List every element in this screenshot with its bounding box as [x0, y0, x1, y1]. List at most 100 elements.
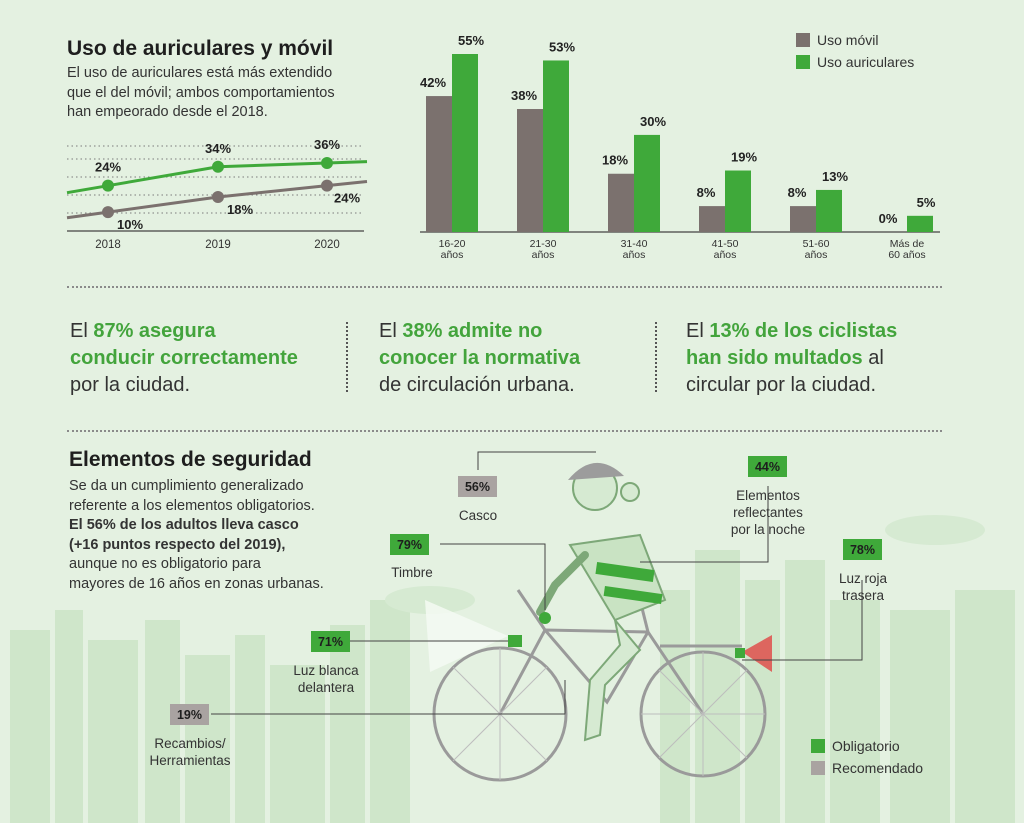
bar-data-label: 55% [458, 33, 484, 48]
bar-data-label: 0% [879, 211, 898, 226]
front-light-badge: 71% [311, 631, 350, 652]
line-point [321, 157, 333, 169]
bar [426, 96, 452, 232]
bell-badge: 79% [390, 534, 429, 555]
bike-frame [498, 628, 705, 715]
stat-highlight: conocer la normativa [379, 347, 581, 369]
stat-highlight: 38% admite no [402, 320, 543, 342]
bar [790, 206, 816, 232]
label-line: por la noche [730, 522, 806, 537]
stat-divider [346, 322, 348, 392]
legend-item-mandatory: Obligatorio [811, 738, 900, 754]
safety-title: Elementos de seguridad [69, 448, 312, 471]
legend-swatch-mobile [796, 33, 810, 47]
bar-data-label: 13% [822, 169, 848, 184]
line-x-tick-label: 2019 [205, 239, 231, 251]
bar [699, 206, 725, 232]
line-point [321, 179, 333, 192]
line-chart: 24% 34% 36% 10% 18% 24% 2018 2019 2020 [66, 137, 368, 251]
city-bike-illustration [10, 451, 1015, 823]
legend-swatch-headphones [796, 55, 810, 69]
callout-lines [211, 451, 863, 715]
label-line: Elementos [736, 488, 800, 503]
bike-fork [516, 589, 547, 631]
label-line: Timbre [391, 565, 433, 580]
cyclist-leg [583, 619, 642, 742]
bar [452, 54, 478, 232]
section-divider [67, 430, 942, 432]
reflective-strip [595, 562, 655, 582]
line-point [102, 206, 114, 219]
safety-desc-bold: El 56% de los adultos lleva casco [69, 517, 299, 533]
front-light-label: Luz blanca delantera [276, 662, 376, 696]
bar-x-ticks: 16-20años21-30años31-40años41-50años51-6… [439, 238, 926, 261]
line-point [102, 179, 114, 192]
stat-highlight: 13% de los ciclistas [709, 320, 898, 342]
legend-item-recommended: Recomendado [811, 760, 923, 776]
line-data-label: 24% [95, 160, 121, 175]
helmet [568, 462, 624, 480]
bar-group: 42% 55% 38% 53% 18% 30% 8% 19% 8% 13% 0% 5% [420, 33, 936, 232]
legend-item-mobile: Uso móvil [796, 32, 878, 48]
line-point [212, 160, 224, 173]
bar-data-label: 38% [511, 88, 537, 103]
safety-desc-bold: (+16 puntos respecto del 2019), [69, 536, 286, 553]
rear-light-label: Luz roja trasera [818, 570, 908, 604]
stat-highlight: 87% asegura [93, 320, 216, 342]
legend-label-mandatory: Obligatorio [832, 738, 900, 754]
label-line: delantera [297, 680, 355, 695]
callout-line-helmet [477, 451, 596, 470]
bar-x-tick-label: 16-20 [439, 238, 466, 250]
reflective-label: Elementos reflectantes por la noche [708, 487, 828, 538]
stat-text: El [379, 320, 403, 342]
safety-desc-line: Se da un cumplimiento generalizado [69, 478, 304, 494]
safety-desc-line: aunque no es obligatorio para [69, 556, 261, 572]
legend-item-headphones: Uso auriculares [796, 54, 914, 70]
safety-description: Se da un cumplimiento generalizado refer… [69, 477, 369, 594]
safety-desc-line: mayores de 16 años en zonas urbanas. [69, 575, 324, 592]
line-data-label: 36% [314, 137, 340, 152]
bar [543, 60, 569, 232]
stat-text: de circulación urbana. [379, 374, 575, 396]
bar [907, 215, 933, 232]
bell-label: Timbre [372, 564, 452, 581]
clouds [385, 515, 985, 614]
bar-data-label: 19% [731, 150, 757, 165]
bar-data-label: 42% [420, 75, 446, 90]
stat-highlight: han sido multados [686, 347, 863, 369]
callout-line-reflective [640, 486, 769, 563]
bar-x-tick-label: 60 años [888, 249, 925, 261]
usage-desc-line: que el del móvil; ambos comportamientos [67, 84, 335, 101]
legend-swatch-mandatory [811, 739, 825, 753]
rear-light-beam [742, 635, 772, 672]
line-data-label: 34% [205, 141, 231, 156]
callout-line-rear-light [742, 580, 863, 661]
stat-text: circular por la ciudad. [686, 374, 877, 396]
rear-light-badge: 78% [843, 539, 882, 560]
bar-x-tick-label: 21-30 [530, 238, 557, 250]
bar-data-label: 8% [697, 185, 716, 200]
stat-correct-driving: El 87% asegura conducir correctamente po… [70, 318, 340, 399]
front-light-marker [508, 635, 522, 647]
callout-line-tools [211, 680, 566, 715]
stat-text: al [862, 347, 884, 369]
bar-chart: 42%55%38%53%18%30%8%19%8%13%0%5% 16-20añ… [420, 33, 940, 261]
line-data-label: 10% [117, 217, 143, 232]
stat-text: El [70, 320, 94, 342]
stat-divider [655, 322, 657, 392]
bar-x-tick-label: 51-60 [803, 238, 830, 250]
stat-fined: El 13% de los ciclistas han sido multado… [686, 318, 956, 399]
front-light-beam [425, 600, 508, 672]
label-line: Luz roja [838, 571, 888, 586]
bar-x-tick-label: 41-50 [712, 238, 739, 250]
bar-data-label: 30% [640, 114, 666, 129]
line-data-label: 18% [227, 202, 253, 217]
line-x-ticks: 2018 2019 2020 [95, 239, 340, 251]
bar-x-tick-label: 31-40 [621, 238, 648, 250]
cyclist-arm [536, 551, 589, 616]
legend-label-headphones: Uso auriculares [817, 54, 915, 70]
usage-description: El uso de auriculares está más extendido… [67, 64, 387, 123]
bar [816, 189, 842, 232]
bar-x-tick-label: años [805, 249, 828, 261]
line-x-tick-label: 2020 [314, 239, 340, 251]
